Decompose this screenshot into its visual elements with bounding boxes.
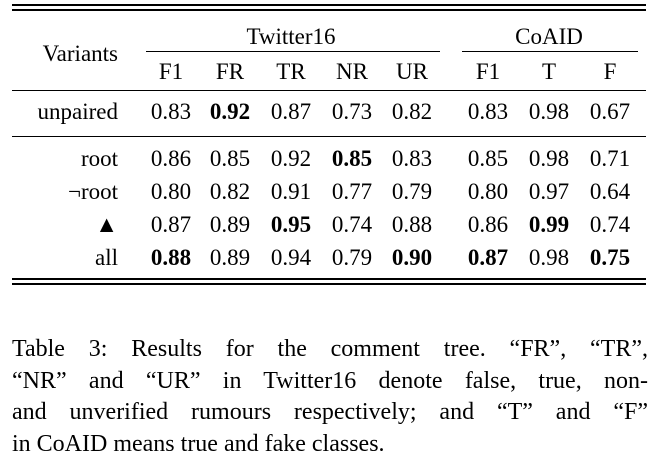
table-cell: 0.89 bbox=[209, 212, 251, 237]
table-cell: 0.87 bbox=[467, 245, 509, 270]
column-header: TR bbox=[276, 59, 306, 84]
row-label: ¬root bbox=[67, 179, 118, 204]
table-cell: 0.80 bbox=[150, 179, 192, 204]
table-cell: 0.79 bbox=[391, 179, 433, 204]
section-rule bbox=[12, 136, 646, 138]
table-cell: 0.92 bbox=[209, 99, 251, 124]
row-label: root bbox=[80, 146, 118, 171]
table-cell: 0.85 bbox=[467, 146, 509, 171]
table-cell: 0.82 bbox=[391, 99, 433, 124]
table-cell: 0.95 bbox=[270, 212, 312, 237]
table-cell: 0.67 bbox=[589, 99, 631, 124]
table-cell: 0.90 bbox=[391, 245, 433, 270]
group-rule-coaid bbox=[462, 51, 638, 52]
table-cell: 0.74 bbox=[331, 212, 373, 237]
group-rule-twitter16 bbox=[146, 51, 440, 52]
column-header: F1 bbox=[158, 59, 184, 84]
table-cell: 0.94 bbox=[270, 245, 312, 270]
column-header: UR bbox=[396, 59, 428, 84]
table-cell: 0.88 bbox=[150, 245, 192, 270]
caption-line: Table 3: Results for the comment tree. “… bbox=[12, 336, 648, 362]
table-cell: 0.80 bbox=[467, 179, 509, 204]
table-cell: 0.83 bbox=[467, 99, 509, 124]
table-cell: 0.87 bbox=[270, 99, 312, 124]
row-label: unpaired bbox=[37, 99, 118, 124]
row-label: all bbox=[95, 245, 118, 270]
table-cell: 0.88 bbox=[391, 212, 433, 237]
column-header: F bbox=[603, 59, 617, 84]
table-cell: 0.64 bbox=[589, 179, 631, 204]
bottom-rule bbox=[12, 278, 646, 280]
caption-line: in CoAID means true and fake classes. bbox=[12, 430, 385, 457]
table-cell: 0.99 bbox=[528, 212, 570, 237]
top-rule bbox=[12, 4, 646, 6]
bottom-rule-inner bbox=[12, 283, 646, 285]
caption-line: “NR” and “UR” in Twitter16 denote false,… bbox=[12, 367, 648, 394]
table-cell: 0.98 bbox=[528, 146, 570, 171]
table-cell: 0.83 bbox=[391, 146, 433, 171]
table-cell: 0.75 bbox=[589, 245, 631, 270]
table-cell: 0.86 bbox=[150, 146, 192, 171]
caption-line: and unverified rumours respectively; and… bbox=[12, 399, 648, 425]
table-cell: 0.89 bbox=[209, 245, 251, 270]
column-header: NR bbox=[336, 59, 368, 84]
table-cell: 0.77 bbox=[331, 179, 373, 204]
top-rule-inner bbox=[12, 9, 646, 11]
stub-header: Variants bbox=[42, 41, 118, 66]
table-cell: 0.87 bbox=[150, 212, 192, 237]
column-header: F1 bbox=[475, 59, 501, 84]
row-label: ▲ bbox=[95, 212, 118, 237]
table-cell: 0.91 bbox=[270, 179, 312, 204]
header-rule bbox=[12, 90, 646, 92]
column-header: T bbox=[541, 59, 557, 84]
table-cell: 0.86 bbox=[467, 212, 509, 237]
table-cell: 0.73 bbox=[331, 99, 373, 124]
table-caption: Table 3: Results for the comment tree. “… bbox=[12, 334, 648, 460]
table-cell: 0.97 bbox=[528, 179, 570, 204]
table-cell: 0.98 bbox=[528, 99, 570, 124]
table-cell: 0.83 bbox=[150, 99, 192, 124]
table-cell: 0.92 bbox=[270, 146, 312, 171]
table-cell: 0.98 bbox=[528, 245, 570, 270]
table-cell: 0.85 bbox=[331, 146, 373, 171]
table-cell: 0.85 bbox=[209, 146, 251, 171]
column-header: FR bbox=[215, 59, 245, 84]
table-cell: 0.71 bbox=[589, 146, 631, 171]
table-cell: 0.79 bbox=[331, 245, 373, 270]
group-header-coaid: CoAID bbox=[515, 24, 583, 49]
group-header-twitter16: Twitter16 bbox=[246, 24, 336, 49]
table-cell: 0.82 bbox=[209, 179, 251, 204]
table-cell: 0.74 bbox=[589, 212, 631, 237]
